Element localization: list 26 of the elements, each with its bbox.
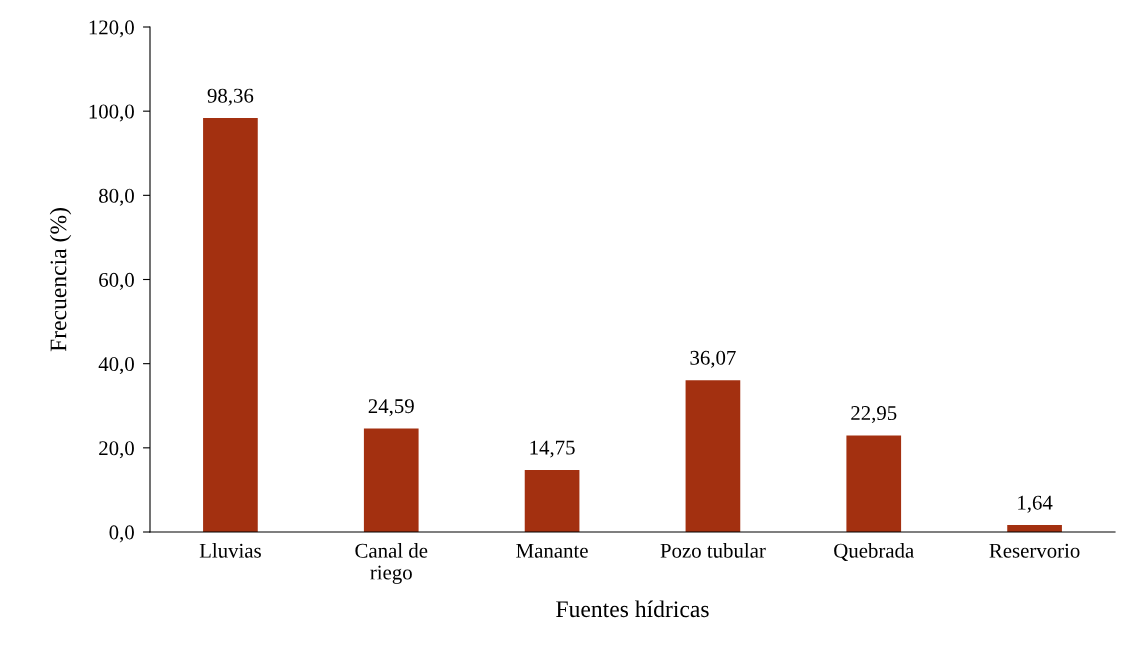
y-tick-label: 40,0 (98, 357, 134, 375)
data-label: 36,07 (690, 350, 736, 368)
x-tick-label: Reservorio (989, 543, 1080, 558)
y-tick-label: 0,0 (109, 525, 134, 543)
x-tick-label: Lluvias (199, 543, 261, 558)
data-label: 24,59 (368, 399, 414, 417)
x-tick-label: Quebrada (834, 543, 914, 561)
x-axis-title: Fuentes hídricas (556, 600, 709, 618)
bar (363, 428, 419, 532)
data-label: 14,75 (530, 440, 575, 458)
bar (685, 380, 741, 532)
bar (524, 469, 580, 532)
y-tick-label: 100,0 (89, 104, 134, 122)
y-axis-title: Frecuencia (%) (49, 208, 72, 352)
bar (203, 118, 258, 532)
data-label: 22,95 (851, 406, 897, 424)
y-tick-label: 80,0 (99, 188, 134, 206)
y-tick-label: 60,0 (99, 272, 134, 290)
y-tick-label: 120,0 (89, 20, 134, 38)
x-tick-label: Manante (516, 543, 588, 558)
data-label: 98,36 (207, 88, 254, 106)
bar (846, 435, 902, 532)
x-tick-label: Canal de riego (355, 543, 428, 584)
y-tick-label: 20,0 (99, 441, 134, 459)
data-label: 1,64 (1018, 495, 1053, 513)
x-tick-label: Pozo tubular (660, 543, 766, 558)
